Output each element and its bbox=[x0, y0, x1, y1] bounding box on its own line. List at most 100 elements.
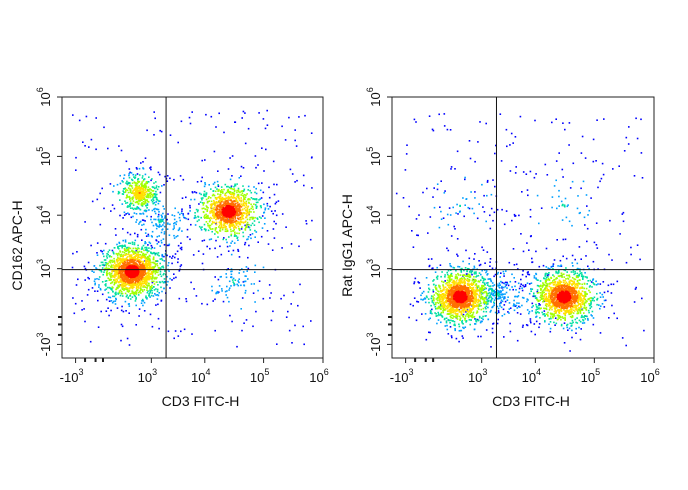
event-dot bbox=[131, 187, 134, 189]
event-dot bbox=[144, 186, 147, 189]
event-dot bbox=[162, 281, 165, 284]
event-dot bbox=[138, 262, 141, 265]
event-dot bbox=[221, 227, 224, 229]
event-dot bbox=[105, 262, 108, 264]
event-dot bbox=[143, 223, 145, 226]
event-dot bbox=[145, 191, 148, 193]
y-axis-label: CD162 APC-H bbox=[9, 200, 25, 290]
event-dot bbox=[474, 318, 476, 320]
event-dot bbox=[127, 290, 130, 292]
event-dot bbox=[122, 273, 124, 275]
event-dot bbox=[153, 277, 155, 280]
event-dot bbox=[230, 273, 233, 276]
event-dot bbox=[145, 265, 147, 267]
event-dot bbox=[129, 207, 132, 209]
event-dot bbox=[114, 292, 116, 295]
event-dot bbox=[122, 228, 124, 230]
event-dot bbox=[142, 190, 145, 192]
event-dot bbox=[103, 126, 105, 129]
event-dot bbox=[226, 218, 229, 221]
event-dot bbox=[248, 208, 251, 211]
event-dot bbox=[219, 219, 222, 221]
event-dot bbox=[243, 322, 245, 324]
event-dot bbox=[496, 273, 499, 275]
event-dot bbox=[118, 290, 121, 292]
event-dot bbox=[142, 244, 145, 247]
event-dot bbox=[555, 179, 557, 182]
event-dot bbox=[151, 252, 154, 255]
event-dot bbox=[109, 273, 111, 276]
event-dot bbox=[425, 338, 428, 341]
event-dot bbox=[163, 225, 166, 228]
event-dot bbox=[207, 217, 209, 219]
event-dot bbox=[450, 235, 453, 237]
event-dot bbox=[147, 200, 149, 203]
event-dot bbox=[538, 265, 541, 268]
event-dot bbox=[439, 264, 442, 266]
event-dot bbox=[429, 216, 432, 218]
event-dot bbox=[208, 200, 211, 202]
event-dot bbox=[228, 287, 231, 289]
event-dot bbox=[574, 258, 576, 261]
event-dot bbox=[143, 310, 146, 312]
event-dot bbox=[254, 264, 257, 267]
event-dot bbox=[157, 219, 160, 221]
event-dot bbox=[166, 244, 169, 247]
event-dot bbox=[148, 257, 150, 260]
event-dot bbox=[603, 299, 606, 302]
event-dot bbox=[456, 238, 459, 240]
event-dot bbox=[266, 205, 269, 207]
event-dot bbox=[119, 265, 121, 268]
event-dot bbox=[173, 225, 175, 227]
event-dot bbox=[609, 219, 611, 222]
event-dot bbox=[102, 273, 104, 276]
event-dot bbox=[147, 266, 150, 269]
event-dot bbox=[450, 168, 452, 170]
event-dot bbox=[141, 263, 144, 265]
event-dot bbox=[191, 191, 194, 194]
event-dot bbox=[254, 191, 256, 194]
event-dot bbox=[95, 117, 97, 119]
event-dot bbox=[127, 297, 130, 299]
event-dot bbox=[596, 247, 599, 249]
event-dot bbox=[164, 253, 167, 255]
event-dot bbox=[226, 245, 229, 248]
event-dot bbox=[580, 328, 582, 330]
event-dot bbox=[226, 217, 229, 220]
event-dot bbox=[142, 290, 144, 293]
event-dot bbox=[220, 220, 223, 223]
event-dot bbox=[137, 294, 140, 296]
event-dot bbox=[143, 178, 145, 181]
event-dot bbox=[95, 267, 97, 269]
event-dot bbox=[100, 269, 102, 272]
event-dot bbox=[120, 273, 123, 275]
event-dot bbox=[226, 241, 228, 244]
event-dot bbox=[513, 264, 516, 266]
event-dot bbox=[119, 257, 122, 260]
event-dot bbox=[116, 183, 119, 186]
event-dot bbox=[111, 281, 114, 283]
event-dot bbox=[154, 195, 157, 197]
event-dot bbox=[169, 277, 171, 280]
event-dot bbox=[158, 254, 160, 257]
event-dot bbox=[185, 217, 188, 220]
event-dot bbox=[503, 313, 506, 316]
event-dot bbox=[213, 217, 215, 219]
event-dot bbox=[232, 249, 235, 252]
event-dot bbox=[100, 261, 103, 264]
event-dot bbox=[142, 260, 145, 263]
event-dot bbox=[562, 238, 565, 241]
event-dot bbox=[590, 281, 593, 283]
event-dot bbox=[216, 208, 219, 210]
event-dot bbox=[146, 203, 149, 205]
event-dot bbox=[224, 199, 226, 201]
event-dot bbox=[99, 264, 101, 267]
event-dot bbox=[213, 211, 215, 214]
event-dot bbox=[134, 280, 137, 283]
event-dot bbox=[119, 278, 122, 280]
event-dot bbox=[432, 290, 435, 293]
event-dot bbox=[169, 223, 171, 226]
event-dot bbox=[95, 148, 97, 151]
event-dot bbox=[559, 259, 562, 262]
